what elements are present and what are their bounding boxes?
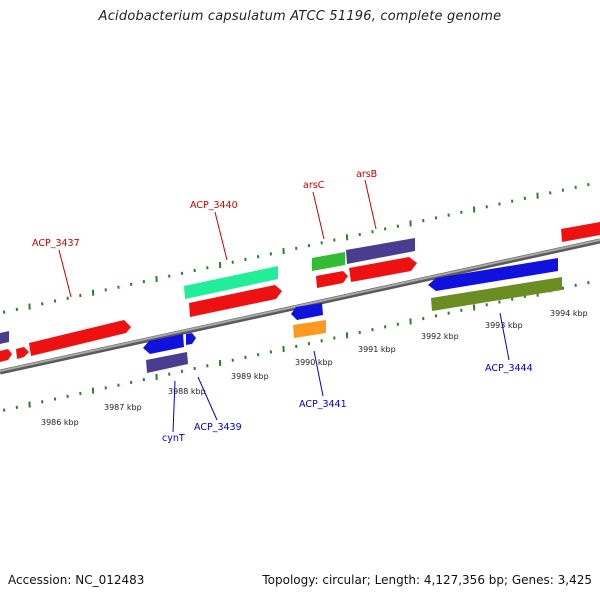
feature-track (0, 222, 600, 373)
gene-arrow[interactable] (349, 257, 417, 282)
genome-title: Acidobacterium capsulatum ATCC 51196, co… (98, 9, 502, 24)
kbp-ruler: 3986 kbp 3987 kbp 3988 kbp 3989 kbp 3990… (41, 309, 588, 427)
backbone (0, 238, 600, 375)
gene-arrow[interactable] (0, 331, 9, 344)
kbp-label: 3991 kbp (358, 345, 396, 354)
kbp-label: 3993 kbp (485, 321, 523, 330)
kbp-label: 3987 kbp (104, 403, 142, 412)
gene-arrow[interactable] (189, 285, 282, 317)
gene-arrow[interactable] (291, 303, 323, 320)
gene-arrow[interactable] (428, 258, 558, 291)
gene-arrow[interactable] (0, 349, 12, 362)
gene-label-acp-3437[interactable]: ACP_3437 (32, 238, 80, 249)
kbp-label: 3988 kbp (168, 387, 206, 396)
gene-arrow[interactable] (29, 320, 131, 356)
kbp-label: 3989 kbp (231, 372, 269, 381)
accession-text: Accession: NC_012483 (8, 573, 145, 587)
gene-block[interactable] (346, 238, 415, 264)
gene-arrow[interactable] (186, 333, 196, 345)
gene-label-arsb[interactable]: arsB (356, 169, 377, 180)
gene-label-acp-3439[interactable]: ACP_3439 (194, 422, 242, 433)
gene-block[interactable] (293, 320, 326, 338)
kbp-label: 3990 kbp (295, 358, 333, 367)
gene-block[interactable] (431, 277, 562, 311)
gene-label-acp-3444[interactable]: ACP_3444 (485, 363, 533, 374)
kbp-label: 3986 kbp (41, 418, 79, 427)
gene-label-acp-3440[interactable]: ACP_3440 (190, 200, 238, 211)
gene-label-acp-3441[interactable]: ACP_3441 (299, 399, 347, 410)
gene-label-cynt[interactable]: cynT (162, 433, 185, 444)
gene-block[interactable] (561, 222, 600, 242)
kbp-label: 3992 kbp (421, 332, 459, 341)
gene-label-arsc[interactable]: arsC (303, 180, 325, 191)
gene-arrow[interactable] (143, 334, 184, 354)
gene-block[interactable] (184, 266, 278, 299)
upper-tick-row (3, 183, 590, 314)
lower-tick-row (3, 281, 590, 412)
gene-arrow[interactable] (16, 347, 29, 359)
topology-text: Topology: circular; Length: 4,127,356 bp… (262, 573, 592, 587)
gene-block[interactable] (312, 252, 345, 271)
kbp-label: 3994 kbp (550, 309, 588, 318)
gene-arrow[interactable] (316, 271, 348, 288)
gene-labels: ACP_3437 ACP_3440 arsC arsB cynT ACP_343… (32, 169, 533, 444)
gene-block[interactable] (146, 352, 188, 373)
